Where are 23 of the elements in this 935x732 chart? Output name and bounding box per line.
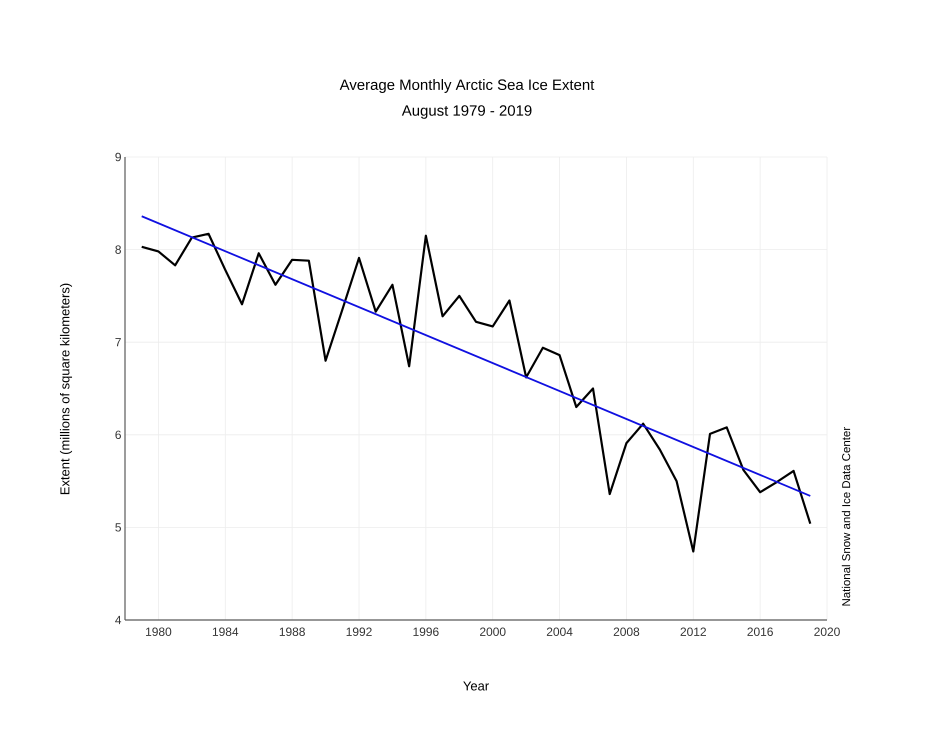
text: National Snow and Ice Data Center xyxy=(842,427,850,606)
x-tick-label: 2016 xyxy=(747,628,773,636)
x-tick-label: 2004 xyxy=(546,628,573,636)
line-series xyxy=(140,232,812,553)
y-tick-label: 6 xyxy=(115,430,121,440)
x-axis-title: Year xyxy=(463,681,489,691)
y-tick-label: 8 xyxy=(115,245,121,254)
x-tick-label: 2012 xyxy=(680,628,706,636)
y-tick-label: 4 xyxy=(115,616,122,624)
x-tick-label: 1980 xyxy=(146,628,172,636)
chart-title: Average Monthly Arctic Sea Ice Extent xyxy=(340,79,594,93)
x-tick-label: 1984 xyxy=(212,628,238,636)
x-tick-label: 1992 xyxy=(346,628,372,636)
x-tick-label: 2008 xyxy=(614,628,640,636)
y-tick-label: 7 xyxy=(115,338,121,346)
x-tick-label: 1988 xyxy=(280,628,305,636)
chart-subtitle: August 1979 - 2019 xyxy=(402,105,532,119)
y-axis-title: Extent (millions of square kilometers) xyxy=(60,284,72,494)
x-tick-label: 2000 xyxy=(480,628,506,636)
x-tick-label: 1996 xyxy=(413,628,439,636)
x-tick-label: 2020 xyxy=(814,628,840,636)
y-tick-label: 5 xyxy=(115,523,121,532)
y-tick-label: 9 xyxy=(115,152,121,162)
